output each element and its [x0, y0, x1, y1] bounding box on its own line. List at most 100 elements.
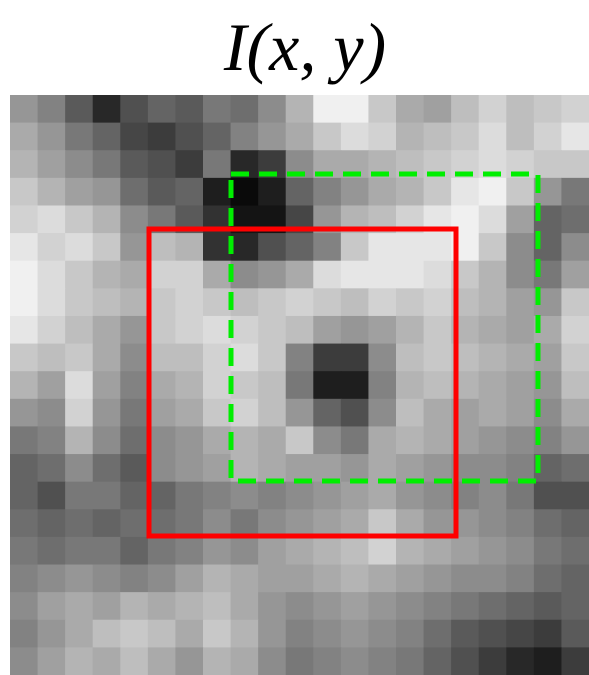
pixel — [479, 509, 507, 537]
pixel — [341, 95, 369, 123]
pixel — [534, 537, 562, 565]
pixel — [38, 261, 66, 289]
pixel — [396, 316, 424, 344]
pixel — [258, 592, 286, 620]
pixel — [313, 399, 341, 427]
pixel — [203, 620, 231, 648]
pixel — [175, 399, 203, 427]
pixel — [534, 592, 562, 620]
pixel — [534, 482, 562, 510]
pixel — [506, 537, 534, 565]
pixel — [231, 371, 259, 399]
pixel — [313, 537, 341, 565]
pixel — [258, 647, 286, 675]
pixel — [175, 178, 203, 206]
pixel — [65, 150, 93, 178]
pixel — [313, 123, 341, 151]
pixel — [479, 261, 507, 289]
pixel — [396, 261, 424, 289]
pixel — [506, 482, 534, 510]
pixel — [534, 565, 562, 593]
pixel — [10, 537, 38, 565]
pixel — [120, 261, 148, 289]
pixel — [313, 288, 341, 316]
pixel — [534, 123, 562, 151]
pixel — [561, 178, 589, 206]
pixel — [231, 95, 259, 123]
pixel — [368, 261, 396, 289]
pixel — [396, 537, 424, 565]
pixel — [313, 509, 341, 537]
pixel — [10, 620, 38, 648]
pixel — [396, 371, 424, 399]
pixel — [10, 592, 38, 620]
pixel — [175, 647, 203, 675]
pixel — [286, 316, 314, 344]
pixel — [93, 205, 121, 233]
pixel — [258, 371, 286, 399]
pixel — [368, 316, 396, 344]
pixel — [38, 205, 66, 233]
pixel — [231, 482, 259, 510]
pixel — [368, 344, 396, 372]
pixel — [258, 565, 286, 593]
pixel — [506, 95, 534, 123]
pixel — [10, 178, 38, 206]
pixel — [424, 620, 452, 648]
pixel — [38, 482, 66, 510]
pixel — [313, 95, 341, 123]
pixel — [561, 205, 589, 233]
pixel — [368, 399, 396, 427]
pixel — [10, 150, 38, 178]
pixel — [286, 647, 314, 675]
pixel — [479, 537, 507, 565]
pixel — [10, 647, 38, 675]
pixel — [148, 288, 176, 316]
pixel — [65, 565, 93, 593]
pixel — [231, 426, 259, 454]
pixel — [506, 620, 534, 648]
pixel — [175, 620, 203, 648]
pixel — [65, 371, 93, 399]
pixel — [38, 592, 66, 620]
pixel — [561, 371, 589, 399]
pixel — [479, 454, 507, 482]
pixel — [561, 647, 589, 675]
pixel — [561, 233, 589, 261]
pixel — [93, 178, 121, 206]
pixel — [341, 261, 369, 289]
pixel — [10, 454, 38, 482]
pixel — [506, 261, 534, 289]
pixel — [424, 95, 452, 123]
pixel — [93, 344, 121, 372]
pixel — [65, 426, 93, 454]
pixel — [175, 454, 203, 482]
pixel — [313, 592, 341, 620]
pixel — [203, 288, 231, 316]
pixel — [341, 123, 369, 151]
pixel — [424, 592, 452, 620]
pixel — [231, 399, 259, 427]
pixel — [10, 123, 38, 151]
pixel — [10, 371, 38, 399]
pixel — [65, 647, 93, 675]
pixel — [175, 344, 203, 372]
pixel — [424, 565, 452, 593]
pixel — [10, 399, 38, 427]
pixel — [479, 482, 507, 510]
pixel — [479, 123, 507, 151]
pixel — [561, 150, 589, 178]
pixel — [148, 233, 176, 261]
pixel — [148, 454, 176, 482]
pixel — [258, 123, 286, 151]
pixel — [120, 620, 148, 648]
pixel — [506, 288, 534, 316]
pixel — [231, 565, 259, 593]
pixel — [286, 371, 314, 399]
pixel — [506, 316, 534, 344]
pixel — [368, 288, 396, 316]
pixel — [424, 509, 452, 537]
pixel — [38, 371, 66, 399]
pixel — [120, 316, 148, 344]
pixel — [424, 537, 452, 565]
